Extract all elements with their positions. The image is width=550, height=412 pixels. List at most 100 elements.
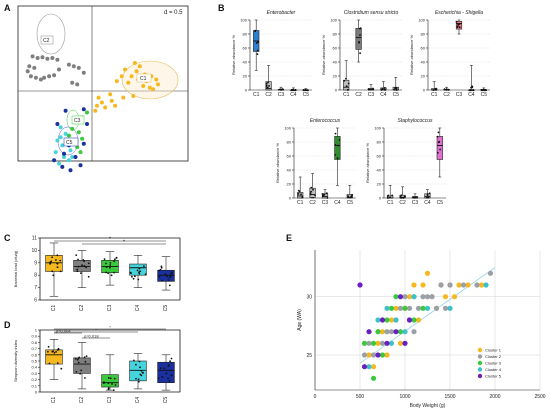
panel-b-1-xlabel-C5: C5 (393, 92, 400, 98)
point-c1-9 (114, 79, 119, 84)
panel-b-1-dot-0-2 (345, 85, 348, 87)
panel-b-1-dot-1-2 (359, 27, 361, 30)
panel-b-2-dot-4-3 (480, 88, 483, 91)
point-c5-10 (85, 122, 89, 126)
panel-c-dot-3-0 (134, 275, 136, 278)
panel-b-1-dot-1-4 (359, 34, 361, 36)
point-c2-15 (71, 64, 76, 69)
panel-c-dot-3-12 (139, 270, 142, 273)
panel-c-dot-4-0 (170, 272, 173, 275)
panel-b-1-dot-1-3 (358, 41, 360, 44)
panel-b-1-dot-4-4 (395, 87, 398, 90)
panel-b-4-dot-1-3 (400, 197, 402, 199)
label-c2-text: C2 (43, 38, 50, 44)
panel-b-2-xlabel-C4: C4 (468, 92, 475, 98)
panel-b-0-dot-1-0 (265, 84, 268, 87)
panel-b-0-dot-4-4 (306, 89, 309, 91)
panel-e-point-cluster5-3 (384, 340, 390, 346)
panel-b-3-dot-4-4 (347, 196, 350, 199)
panel-d-dot-4-8 (170, 357, 173, 360)
panel-a-scale-box (156, 7, 187, 17)
panel-a-scale-label: d = 0.5 (164, 10, 183, 16)
panel-e-point-cluster2-22 (487, 270, 494, 276)
panel-b-3-xlabel-C5: C5 (347, 200, 354, 206)
panel-c-dot-1-11 (77, 258, 79, 261)
panel-c-dot-0-10 (49, 262, 52, 264)
point-c2-20 (25, 69, 30, 74)
point-c4-7 (66, 158, 71, 163)
panel-c-dot-1-1 (83, 265, 86, 267)
panel-e-xtick-label-3: 1500 (444, 394, 455, 400)
point-c2-14 (66, 62, 71, 67)
point-c2-21 (57, 67, 61, 72)
point-c1-13 (151, 87, 156, 92)
panel-d-dot-1-6 (78, 356, 81, 359)
panel-e-point-cluster2-2 (370, 352, 377, 358)
panel-d-dot-4-2 (170, 374, 173, 377)
point-c1-7 (126, 80, 131, 85)
panel-e-point-cluster1-14 (465, 282, 471, 288)
panel-e-point-cluster3-3 (379, 352, 386, 358)
panel-c-xlabel-C5: C5 (163, 305, 169, 312)
panel-b-3-dot-3-0 (334, 144, 337, 146)
point-c1-11 (154, 77, 159, 82)
panel-b-3-dot-3-2 (336, 157, 339, 160)
panel-b-1-dot-0-3 (347, 89, 349, 91)
panel-b-3-dot-0-0 (300, 193, 302, 196)
panel-c-dot-0-7 (55, 259, 57, 261)
panel-b-1-ylabel: Relative abundance % (321, 35, 326, 75)
point-c5-11 (62, 151, 66, 156)
panel-b-4-ytick-label-1: 20 (377, 182, 382, 187)
panel-c-box-C1 (45, 255, 63, 272)
panel-b-1-ytick-label-2: 40 (333, 60, 338, 65)
panel-e-point-cluster3-2 (375, 329, 381, 335)
panel-d-simpson-diversity: Simpson diversity index 0 0.10.20.30.40.5 0… (13, 324, 181, 403)
point-c2-1 (35, 56, 40, 60)
point-c2-17 (81, 70, 86, 75)
panel-c-dot-3-7 (143, 265, 145, 267)
label-c1-text: C1 (140, 76, 147, 82)
panel-d-dot-1-10 (84, 360, 87, 363)
panel-d-box-C1 (45, 349, 63, 365)
panel-c-dot-4-6 (158, 269, 160, 272)
panel-b-4-dot-4-1 (436, 151, 439, 154)
panel-b-0-dot-0-4 (254, 30, 257, 33)
panel-c-dot-4-12 (159, 268, 162, 271)
panel-c-dot-1-5 (75, 254, 78, 256)
panel-b-relative-abundance: Enterobacter Relative abundance % 0 20 40 60 8… (231, 10, 490, 206)
point-c5-9 (81, 141, 86, 146)
point-c3-0 (85, 110, 89, 115)
panel-c-dot-3-2 (132, 277, 135, 280)
panel-c-dot-2-1 (114, 258, 116, 261)
panel-d-dot-0-2 (60, 367, 63, 370)
panel-c-dot-4-3 (166, 275, 169, 278)
panel-e-point-cluster1-3 (384, 352, 390, 358)
point-c2-2 (40, 55, 45, 60)
panel-b-0-xlabel-C1: C1 (253, 92, 260, 98)
legend-swatch-cluster1 (477, 347, 483, 353)
panel-d-dot-2-11 (107, 377, 110, 379)
point-c1-26 (108, 92, 113, 97)
panel-e-trend-line (359, 267, 496, 364)
panel-b-4-dot-3-5 (426, 194, 429, 197)
label-c5-text: C5 (66, 140, 73, 146)
panel-b-0-dot-1-2 (268, 85, 270, 87)
panel-b-3-ytick-label-2: 40 (287, 168, 292, 173)
panel-d-dot-3-10 (140, 374, 143, 377)
point-c2-4 (50, 56, 55, 60)
panel-b-4-dot-2-5 (415, 196, 418, 199)
panel-e-point-cluster4-3 (393, 317, 399, 323)
panel-b-0-dot-2-5 (280, 89, 282, 91)
point-c5-1 (81, 107, 86, 112)
panel-b-1-dot-1-5 (359, 52, 361, 55)
panel-b-1-box-C1 (343, 79, 350, 91)
panel-b-1-xlabel-C3: C3 (368, 92, 375, 98)
panel-d-dot-2-3 (113, 377, 116, 380)
panel-label-d: D (4, 320, 11, 330)
panel-b-3-ytick-label-0: 0 (289, 196, 292, 201)
panel-e-point-cluster4-6 (424, 305, 431, 311)
panel-b-1-xlabel-C4: C4 (380, 92, 387, 98)
panel-c-dot-1-2 (85, 266, 87, 269)
panel-b-subplot-staphylococcus: Staphylococcus Relative abundance % 0 20 40 6… (365, 118, 446, 206)
point-c2-8 (28, 74, 33, 79)
